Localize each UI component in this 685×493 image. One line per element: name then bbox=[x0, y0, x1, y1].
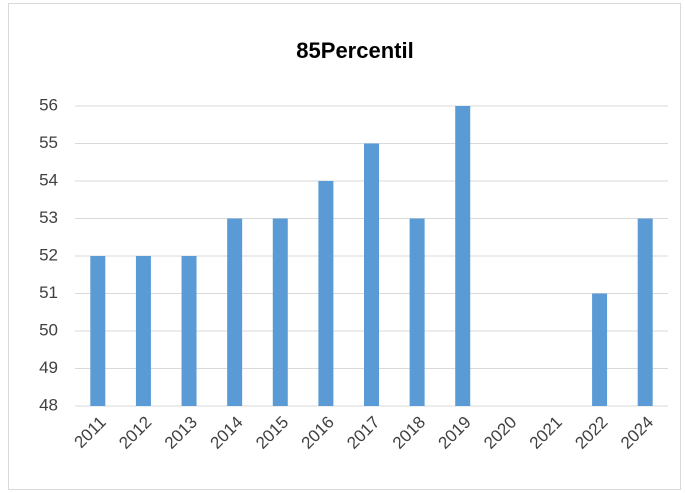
y-tick-label: 56 bbox=[39, 95, 58, 114]
bar bbox=[227, 218, 243, 406]
y-tick-label: 53 bbox=[39, 208, 58, 227]
y-tick-label: 50 bbox=[39, 320, 58, 339]
y-tick-label: 55 bbox=[39, 133, 58, 152]
bar bbox=[272, 218, 288, 406]
y-tick-label: 52 bbox=[39, 245, 58, 264]
y-tick-label: 54 bbox=[39, 170, 58, 189]
y-tick-label: 48 bbox=[39, 395, 58, 414]
bar bbox=[409, 218, 425, 406]
bar bbox=[364, 143, 379, 406]
chart-border bbox=[8, 3, 681, 490]
chart-title: 85Percentil bbox=[296, 38, 413, 63]
bar bbox=[592, 293, 608, 406]
bar bbox=[90, 256, 106, 406]
bar bbox=[135, 256, 151, 406]
bar bbox=[637, 218, 653, 406]
bar bbox=[318, 181, 334, 406]
y-tick-label: 49 bbox=[39, 358, 58, 377]
y-tick-label: 51 bbox=[39, 283, 58, 302]
bar bbox=[455, 106, 471, 406]
bar bbox=[181, 256, 197, 406]
